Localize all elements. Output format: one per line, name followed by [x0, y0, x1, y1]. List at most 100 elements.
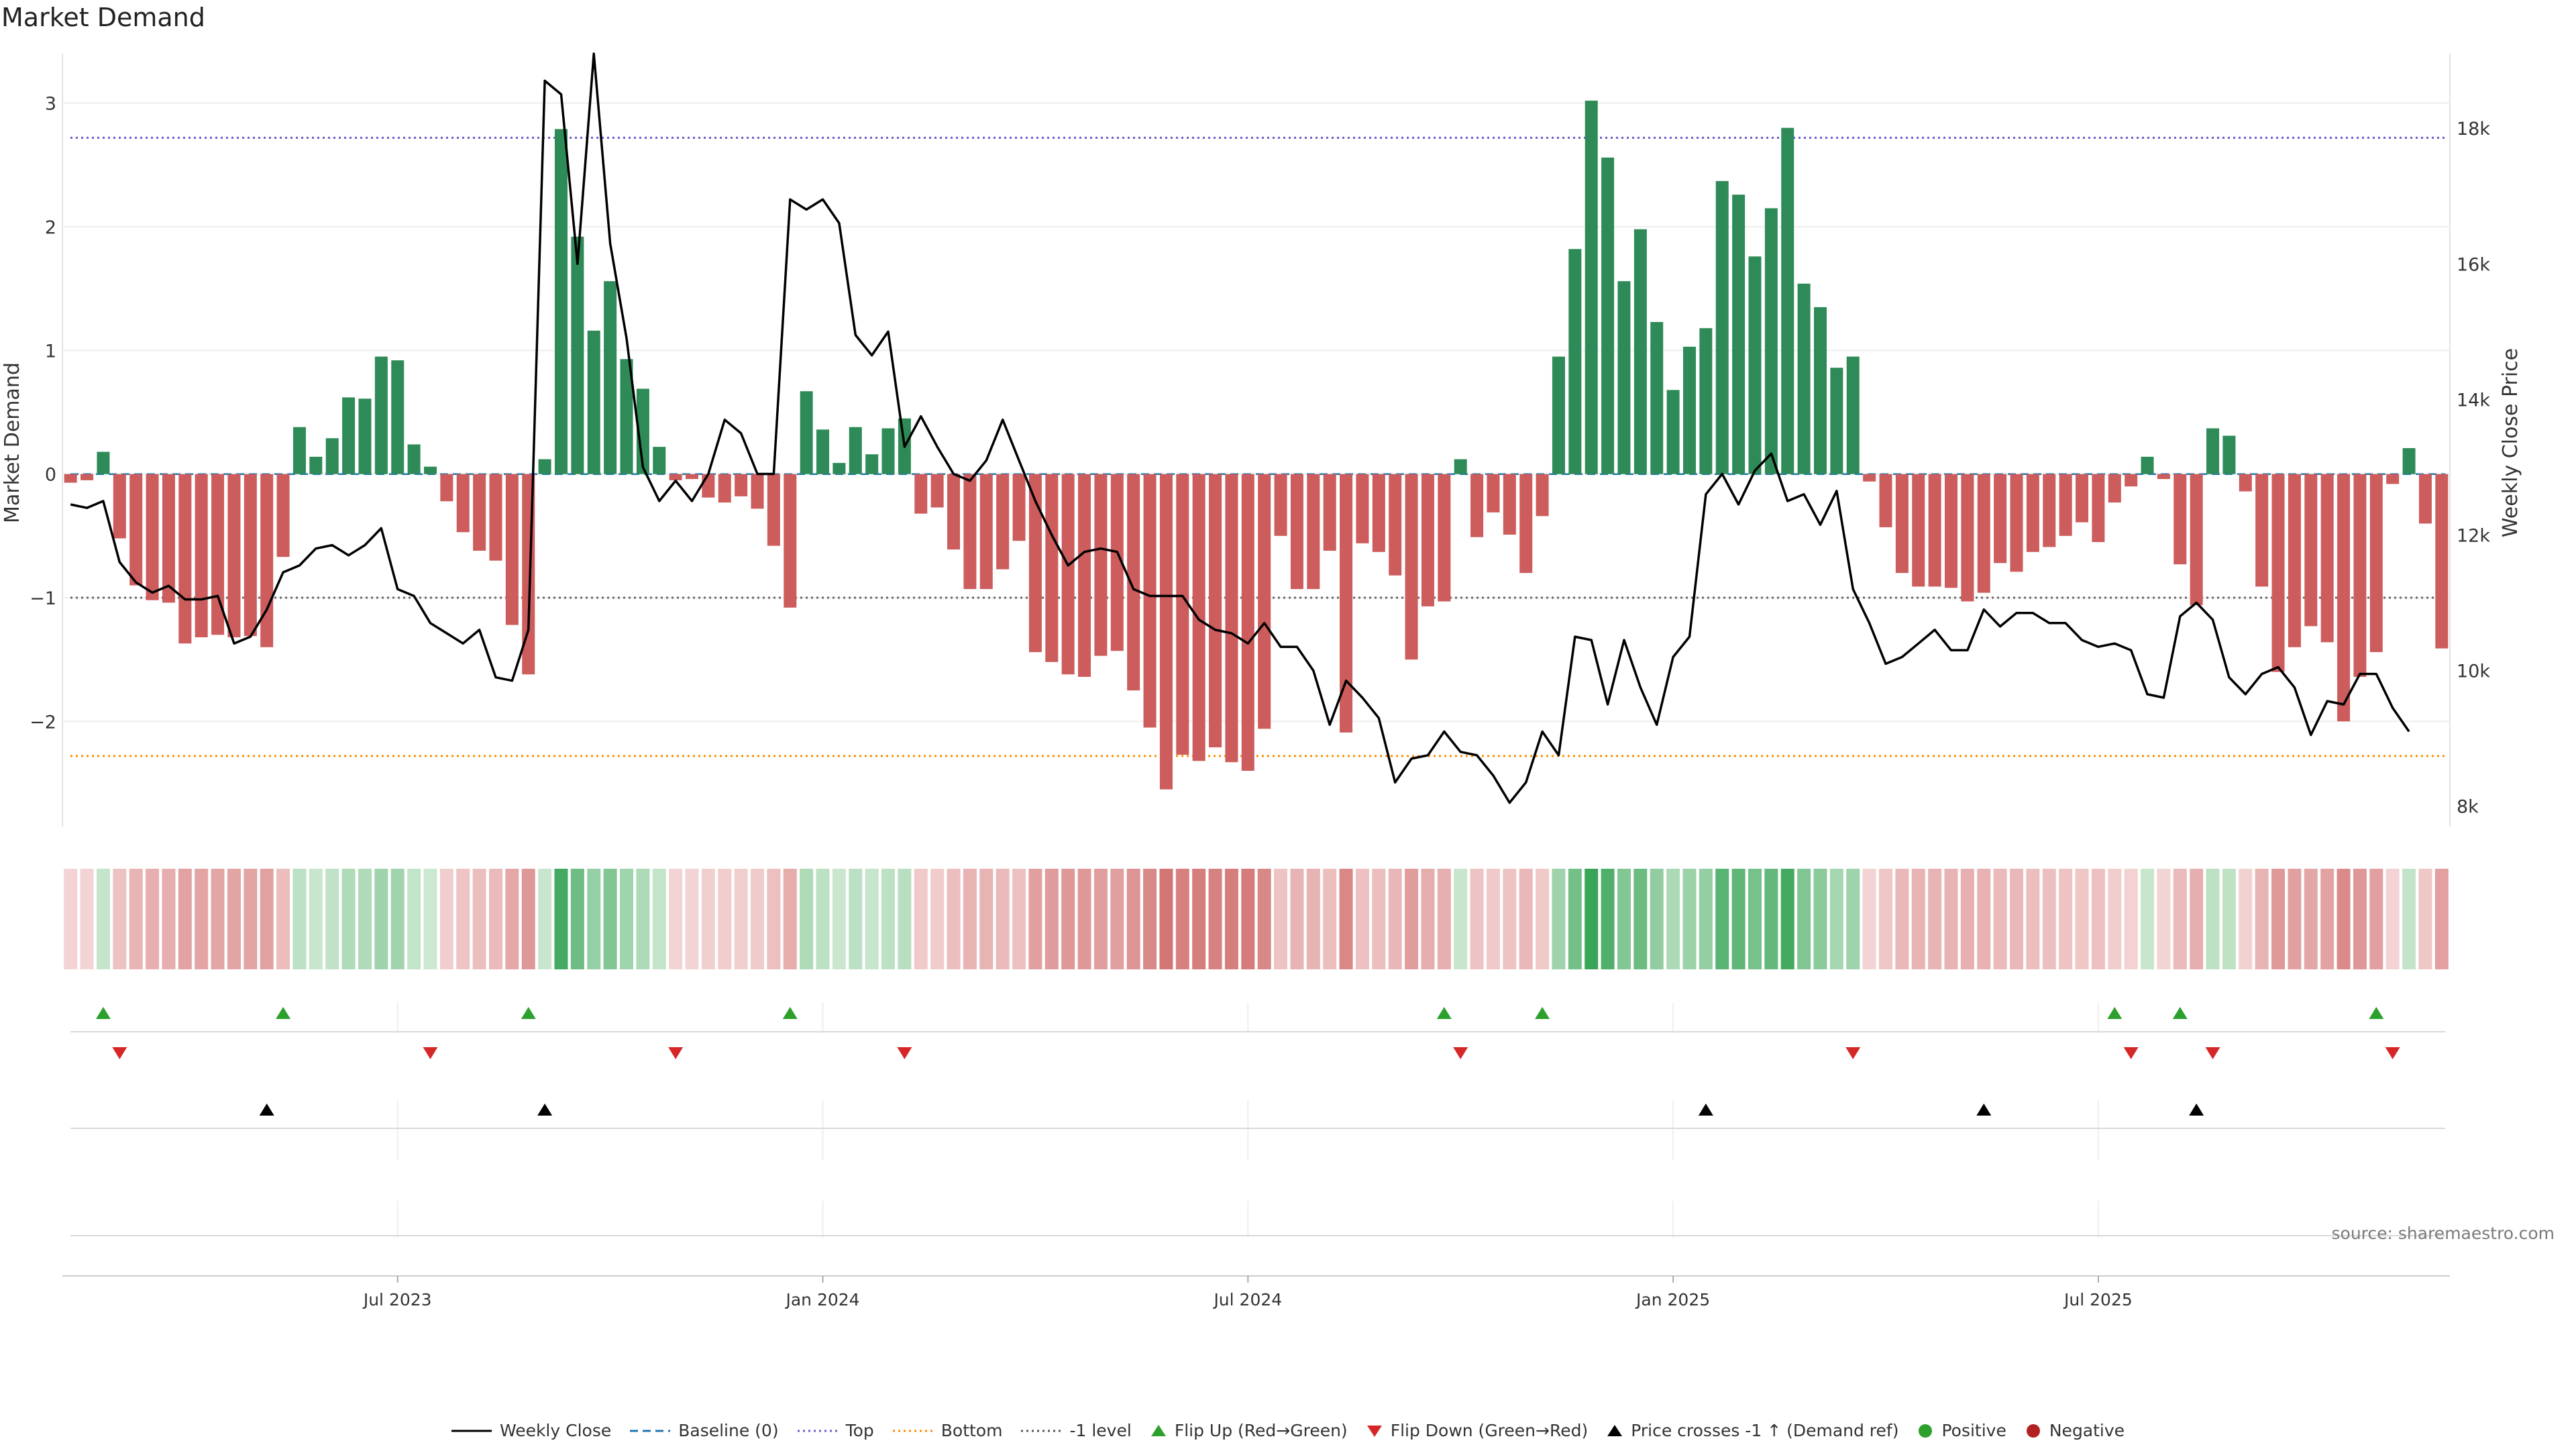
heat-cell [1879, 869, 1892, 969]
bar-positive [800, 391, 813, 474]
y2-tick-label: 12k [2457, 525, 2490, 546]
bar-negative [2010, 474, 2023, 572]
heat-cell [849, 869, 863, 969]
bar-negative [2337, 474, 2351, 722]
bar-positive [554, 129, 568, 474]
y-axis-title: Market Demand [1, 362, 24, 523]
heat-cell [1682, 869, 1697, 969]
legend-item: Flip Up (Red→Green) [1150, 1421, 1348, 1440]
heat-cell [1944, 869, 1958, 969]
heat-cell [2059, 869, 2073, 969]
heat-cell [538, 869, 552, 969]
heat-cell [587, 869, 601, 969]
heat-cell [2091, 869, 2105, 969]
heat-cell [64, 869, 78, 969]
heat-cell [2173, 869, 2187, 969]
heat-cell [1306, 869, 1320, 969]
bar-negative [767, 474, 780, 546]
heat-cell [1421, 869, 1435, 969]
bar-positive [865, 454, 879, 474]
bar-negative [1061, 474, 1075, 675]
bar-positive [1650, 321, 1664, 474]
bar-positive [1748, 256, 1762, 474]
bar-negative [64, 474, 77, 483]
heat-cell [2239, 869, 2253, 969]
bar-positive [1568, 249, 1582, 474]
y2-tick-label: 16k [2457, 254, 2490, 275]
bar-positive [2141, 456, 2154, 474]
heat-cell [1224, 869, 1238, 969]
bar-negative [1127, 474, 1140, 691]
bar-positive [1813, 307, 1827, 474]
heat-cell [1617, 869, 1631, 969]
bar-negative [260, 474, 274, 647]
bar-positive [407, 444, 421, 474]
flip-up-marker [1436, 1007, 1452, 1019]
flip-down-marker [2205, 1047, 2220, 1059]
bar-negative [440, 474, 453, 502]
bar-negative [1307, 474, 1320, 590]
heat-cell [685, 869, 699, 969]
price-cross-marker [2189, 1104, 2204, 1116]
bar-negative [1863, 474, 1876, 482]
flip-up-marker [2107, 1007, 2123, 1019]
legend-swatch [892, 1430, 933, 1432]
price-cross-marker [1698, 1104, 1713, 1116]
legend-swatch [630, 1430, 671, 1432]
heat-cell [554, 869, 568, 969]
x-tick-label: Jul 2024 [1212, 1290, 1282, 1309]
bar-negative [178, 474, 192, 644]
bar-negative [1503, 474, 1516, 535]
flip-up-marker [2172, 1007, 2188, 1019]
bar-negative [2125, 474, 2138, 487]
bar-positive [881, 428, 895, 474]
bar-negative [1241, 474, 1254, 771]
heat-cell [767, 869, 781, 969]
bar-negative [1274, 474, 1287, 536]
bar-negative [2190, 474, 2203, 606]
heat-cell [521, 869, 535, 969]
heat-cell [1780, 869, 1794, 969]
flip-down-marker [423, 1047, 438, 1059]
heat-cell [325, 869, 339, 969]
bar-negative [930, 474, 944, 508]
heat-cell [1862, 869, 1876, 969]
heat-cell [439, 869, 453, 969]
heat-cell [2271, 869, 2286, 969]
bar-positive [1797, 283, 1811, 474]
price-cross-marker [259, 1104, 274, 1116]
bar-positive [653, 447, 666, 474]
bar-negative [685, 474, 699, 480]
y-tick-label: 2 [45, 217, 56, 238]
bar-negative [1110, 474, 1124, 651]
heat-cell [2124, 869, 2138, 969]
heat-cell [2337, 869, 2351, 969]
reference-lines [70, 136, 2445, 757]
heat-cell [1044, 869, 1059, 969]
heat-cell [1715, 869, 1729, 969]
heat-cell [276, 869, 290, 969]
bar-negative [1290, 474, 1303, 590]
heat-cell [1323, 869, 1337, 969]
legend-item: -1 level [1021, 1421, 1132, 1440]
legend-label: -1 level [1069, 1421, 1132, 1440]
heat-cell [1552, 869, 1566, 969]
legend-label: Flip Down (Green→Red) [1390, 1421, 1589, 1440]
bar-positive [620, 359, 633, 474]
heat-cell [1061, 869, 1075, 969]
heat-cell [244, 869, 258, 969]
heat-cell [390, 869, 405, 969]
legend-swatch [1021, 1430, 1062, 1432]
weekly-close-line [70, 52, 2410, 804]
bar-negative [1078, 474, 1091, 677]
heat-cell [1110, 869, 1124, 969]
bar-negative [2320, 474, 2334, 643]
bar-negative [947, 474, 961, 550]
bar-negative [2157, 474, 2170, 480]
heat-cell [963, 869, 977, 969]
heat-cell [2222, 869, 2236, 969]
bar-positive [2206, 428, 2220, 474]
bar-negative [914, 474, 928, 514]
heat-cell [1928, 869, 1942, 969]
